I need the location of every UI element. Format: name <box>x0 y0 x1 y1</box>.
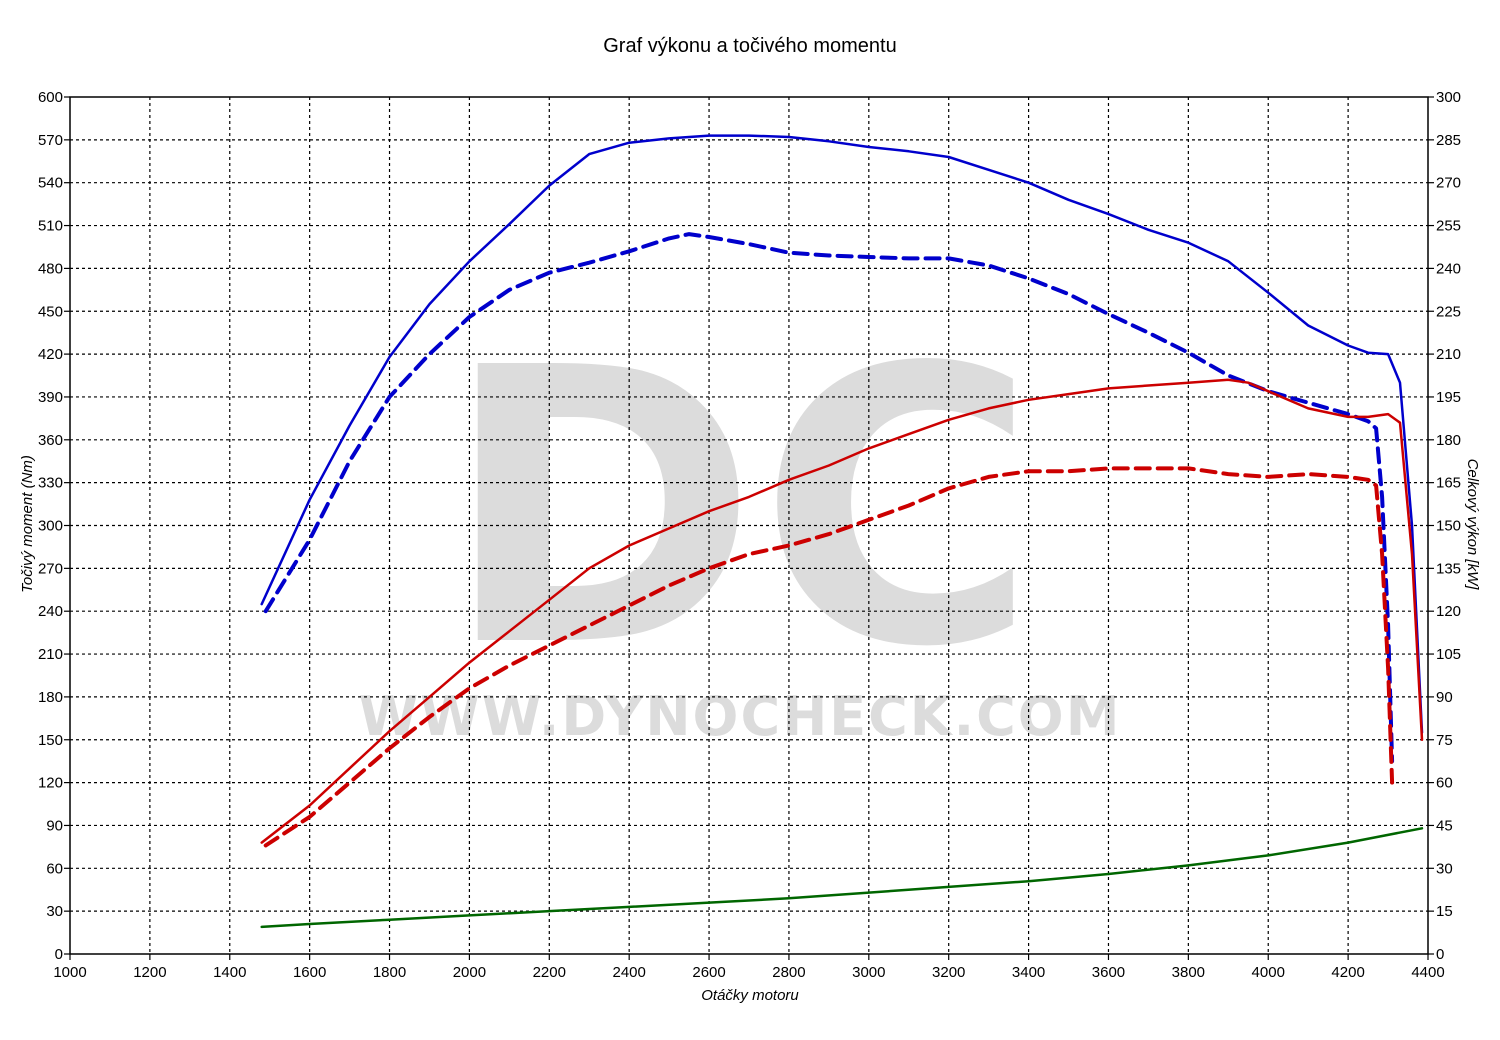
x-tick-label: 2600 <box>692 964 725 981</box>
y-tick-label-right: 0 <box>1436 946 1444 963</box>
y-tick-label-right: 120 <box>1436 603 1461 620</box>
plot-frame <box>64 96 1434 960</box>
x-tick-label: 3000 <box>852 964 885 981</box>
y-tick-label-right: 255 <box>1436 218 1461 235</box>
series-group <box>260 134 1424 929</box>
y-tick-label-left: 150 <box>38 732 63 749</box>
x-tick-label: 2200 <box>533 964 566 981</box>
x-tick-label: 1000 <box>53 964 86 981</box>
y-tick-label-right: 285 <box>1436 132 1461 149</box>
y-tick-label-right: 240 <box>1436 260 1461 277</box>
watermark-logo: DC <box>443 287 1037 730</box>
y-tick-label-left: 600 <box>38 89 63 106</box>
y-tick-label-right: 60 <box>1436 775 1453 792</box>
y-tick-label-right: 195 <box>1436 389 1461 406</box>
y-tick-label-left: 120 <box>38 775 63 792</box>
x-tick-label: 1600 <box>293 964 326 981</box>
x-tick-label: 4200 <box>1331 964 1364 981</box>
y-axis-label-right: Celkový výkon [kW] <box>1464 459 1481 591</box>
y-tick-label-right: 300 <box>1436 89 1461 106</box>
y-tick-label-left: 270 <box>38 560 63 577</box>
y-tick-label-right: 30 <box>1436 860 1453 877</box>
y-tick-label-right: 150 <box>1436 518 1461 535</box>
y-tick-label-right: 45 <box>1436 817 1453 834</box>
y-tick-label-right: 225 <box>1436 303 1461 320</box>
loss-line <box>260 827 1424 929</box>
y-tick-label-right: 270 <box>1436 175 1461 192</box>
y-tick-label-left: 450 <box>38 303 63 320</box>
chart-title: Graf výkonu a točivého momentu <box>603 35 896 57</box>
y-tick-label-left: 330 <box>38 475 63 492</box>
x-tick-label: 2400 <box>612 964 645 981</box>
tick-labels: 1000 1200 1400 1600 1800 2000 2200 2400 2600 2800… <box>38 89 1461 981</box>
y-tick-label-right: 15 <box>1436 903 1453 920</box>
y-tick-label-left: 480 <box>38 260 63 277</box>
torque-line-dashed <box>263 232 1395 764</box>
y-tick-label-left: 60 <box>46 860 63 877</box>
x-axis-label: Otáčky motoru <box>701 987 799 1004</box>
torque-line-solid <box>260 134 1424 734</box>
y-tick-label-left: 180 <box>38 689 63 706</box>
y-tick-label-left: 0 <box>55 946 63 963</box>
x-tick-label: 3400 <box>1012 964 1045 981</box>
power-line-dashed <box>263 466 1395 848</box>
x-tick-label: 4400 <box>1411 964 1444 981</box>
y-tick-label-left: 360 <box>38 432 63 449</box>
x-tick-label: 1200 <box>133 964 166 981</box>
y-tick-label-left: 510 <box>38 218 63 235</box>
watermark-url: WWW.DYNOCHECK.COM <box>359 685 1122 748</box>
power-line-solid <box>260 378 1424 844</box>
y-tick-label-left: 30 <box>46 903 63 920</box>
x-tick-label: 2000 <box>453 964 486 981</box>
y-tick-label-left: 570 <box>38 132 63 149</box>
y-tick-label-left: 540 <box>38 175 63 192</box>
x-tick-label: 1800 <box>373 964 406 981</box>
x-tick-label: 3800 <box>1172 964 1205 981</box>
y-tick-label-right: 180 <box>1436 432 1461 449</box>
x-tick-label: 4000 <box>1252 964 1285 981</box>
x-tick-label: 3200 <box>932 964 965 981</box>
y-tick-label-left: 390 <box>38 389 63 406</box>
y-tick-label-left: 90 <box>46 817 63 834</box>
y-tick-label-right: 165 <box>1436 475 1461 492</box>
x-tick-label: 1400 <box>213 964 246 981</box>
y-tick-label-left: 240 <box>38 603 63 620</box>
y-tick-label-right: 210 <box>1436 346 1461 363</box>
y-tick-label-right: 105 <box>1436 646 1461 663</box>
y-tick-label-left: 210 <box>38 646 63 663</box>
grid <box>70 97 1428 954</box>
y-tick-label-left: 300 <box>38 518 63 535</box>
y-tick-label-right: 75 <box>1436 732 1453 749</box>
y-axis-label-left: Točivý moment (Nm) <box>19 455 36 593</box>
x-tick-label: 3600 <box>1092 964 1125 981</box>
y-tick-label-right: 90 <box>1436 689 1453 706</box>
x-tick-label: 2800 <box>772 964 805 981</box>
y-tick-label-left: 420 <box>38 346 63 363</box>
y-tick-label-right: 135 <box>1436 560 1461 577</box>
